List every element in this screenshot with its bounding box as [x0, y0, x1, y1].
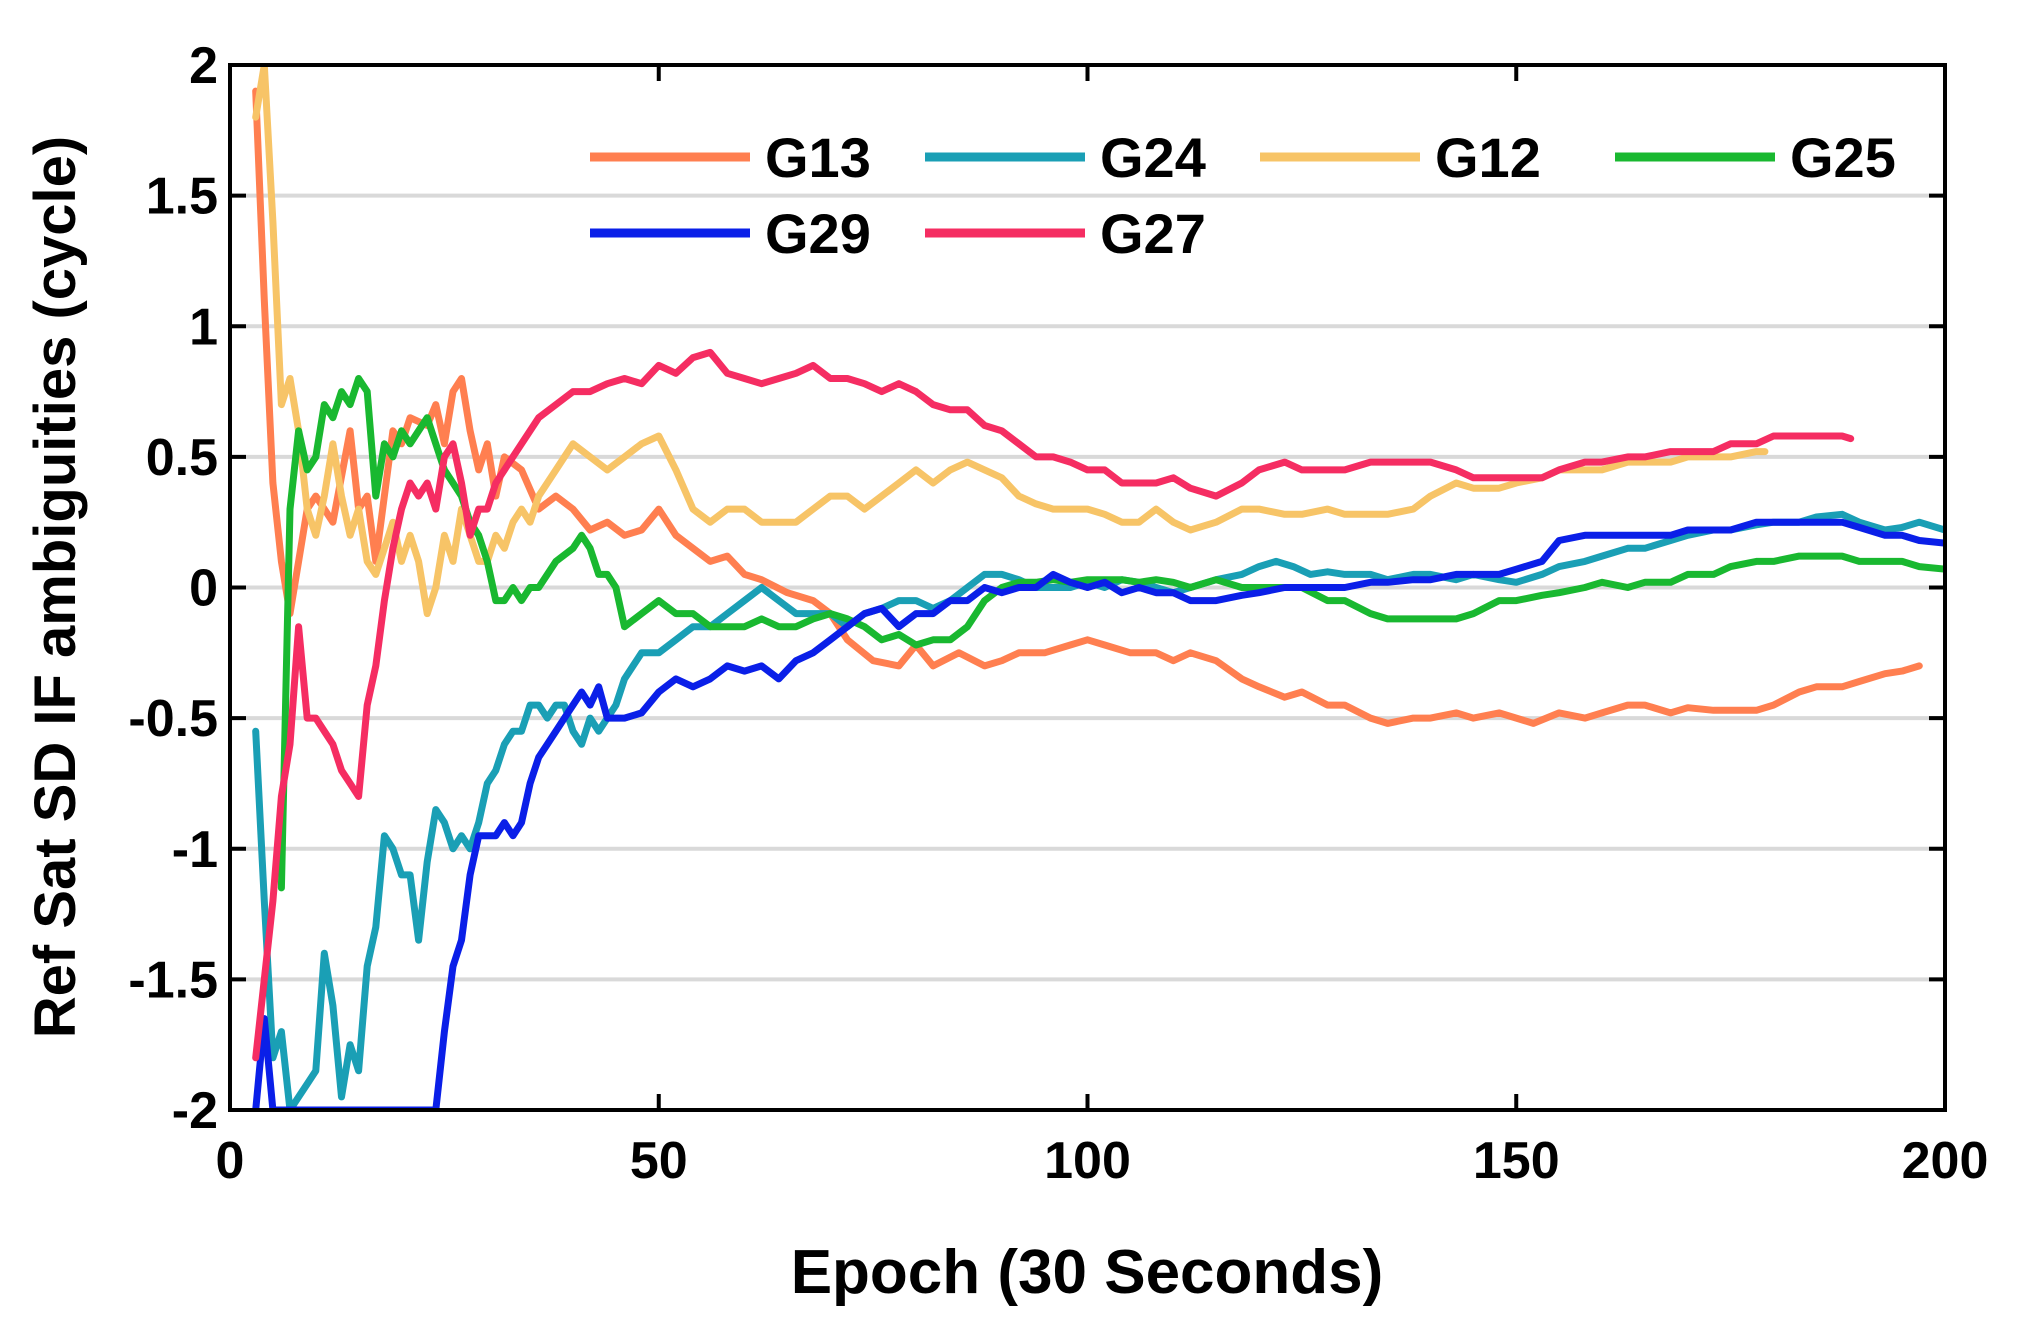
y-tick-label: 1 — [189, 298, 218, 356]
x-tick-label: 200 — [1902, 1132, 1989, 1190]
x-tick-label: 100 — [1044, 1132, 1131, 1190]
series-line-g24 — [252, 510, 1945, 1110]
x-axis-label: Epoch (30 Seconds) — [791, 1238, 1384, 1307]
y-axis-label: Ref Sat SD IF ambiguities (cycle) — [23, 136, 88, 1038]
x-tick-label: 150 — [1473, 1132, 1560, 1190]
x-tick-label: 50 — [630, 1132, 688, 1190]
x-tick-label: 0 — [216, 1132, 245, 1190]
legend-label-g29: G29 — [765, 202, 871, 265]
legend-label-g12: G12 — [1435, 126, 1541, 189]
series-line-g29 — [252, 518, 1945, 1110]
y-tick-label: 0 — [189, 560, 218, 618]
legend: G13 G24 G12 G25 G29 G27 — [590, 126, 1896, 265]
legend-label-g13: G13 — [765, 126, 871, 189]
y-tick-label: -1 — [172, 821, 218, 879]
y-tick-label: 2 — [189, 37, 218, 95]
y-tick-label: 0.5 — [146, 429, 218, 487]
data-series — [252, 65, 1945, 1110]
y-tick-label: -0.5 — [128, 690, 218, 748]
legend-label-g27: G27 — [1100, 202, 1206, 265]
series-line-g13 — [252, 87, 1923, 727]
legend-label-g24: G24 — [1100, 126, 1206, 189]
series-line-g25 — [277, 375, 1945, 892]
y-tick-label: -1.5 — [128, 951, 218, 1009]
y-tick-label: -2 — [172, 1082, 218, 1140]
series-line-g27 — [252, 348, 1855, 1062]
legend-label-g25: G25 — [1790, 126, 1896, 189]
y-tick-label: 1.5 — [146, 168, 218, 226]
axis-ticks: 0 50 100 150 200 2 1.5 1 0.5 0 -0.5 -1 -1.5 -2 — [128, 37, 1988, 1190]
